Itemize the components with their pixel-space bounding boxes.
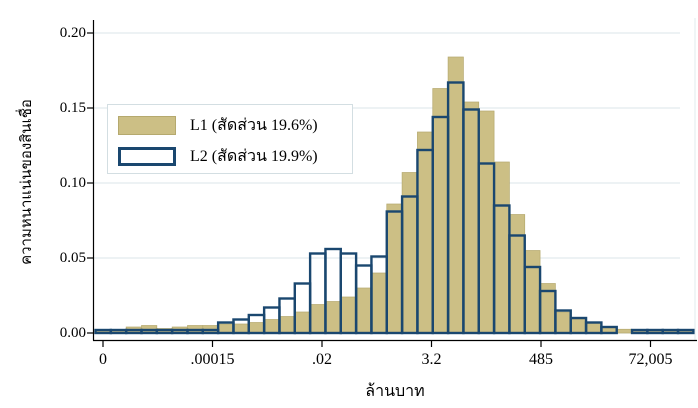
l1-bar xyxy=(309,304,326,334)
l1-bar xyxy=(294,311,311,334)
x-tick-label: .00015 xyxy=(190,351,235,368)
legend-label-l2: L2 (สัดส่วน 19.9%) xyxy=(190,147,318,165)
l1-bar xyxy=(585,322,602,334)
l1-bar xyxy=(478,110,495,334)
l1-bar xyxy=(325,301,342,334)
l1-bar xyxy=(432,88,449,334)
l1-bar xyxy=(248,322,265,334)
l1-bar xyxy=(555,311,572,334)
legend-item-l2: L2 (สัดส่วน 19.9%) xyxy=(118,145,318,167)
l1-bar xyxy=(509,214,526,334)
l1-bar xyxy=(233,323,250,334)
x-axis-title: ล้านบาท xyxy=(365,383,425,400)
y-axis-title: ความหนาแน่นของสินเชื่อ xyxy=(19,99,35,265)
l1-bar xyxy=(340,296,357,334)
l1-bar xyxy=(570,319,587,334)
l1-bar xyxy=(263,319,280,334)
y-tick-label: 0.10 xyxy=(59,175,86,191)
l1-bar xyxy=(463,101,480,334)
x-tick-label: 0 xyxy=(99,351,107,368)
y-tick-label: 0.00 xyxy=(59,325,86,341)
y-tick-label: 0.15 xyxy=(59,100,86,116)
x-tick-label: .02 xyxy=(312,351,332,368)
l1-bar xyxy=(386,203,403,334)
l1-bar xyxy=(279,316,296,334)
x-tick-label: 485 xyxy=(529,351,553,368)
l1-swatch xyxy=(118,115,176,135)
l2-swatch xyxy=(118,146,176,166)
l2-bar xyxy=(600,325,618,335)
l1-bar xyxy=(524,250,541,334)
l1-bar xyxy=(355,287,372,334)
l1-bar xyxy=(417,131,434,334)
l1-bar xyxy=(217,323,234,334)
legend: L1 (สัดส่วน 19.6%) L2 (สัดส่วน 19.9%) xyxy=(107,104,353,174)
y-tick-label: 0.20 xyxy=(59,25,86,41)
legend-label-l1: L1 (สัดส่วน 19.6%) xyxy=(190,116,318,134)
l1-bar xyxy=(371,272,388,334)
x-tick-label: 3.2 xyxy=(421,351,442,368)
l1-bar xyxy=(616,328,633,334)
x-tick-label: 72,005 xyxy=(628,351,673,368)
l2-bar xyxy=(676,328,695,335)
l1-bar xyxy=(447,56,464,334)
l1-bar xyxy=(493,161,510,334)
y-tick-label: 0.05 xyxy=(59,250,86,266)
legend-item-l1: L1 (สัดส่วน 19.6%) xyxy=(118,114,318,136)
